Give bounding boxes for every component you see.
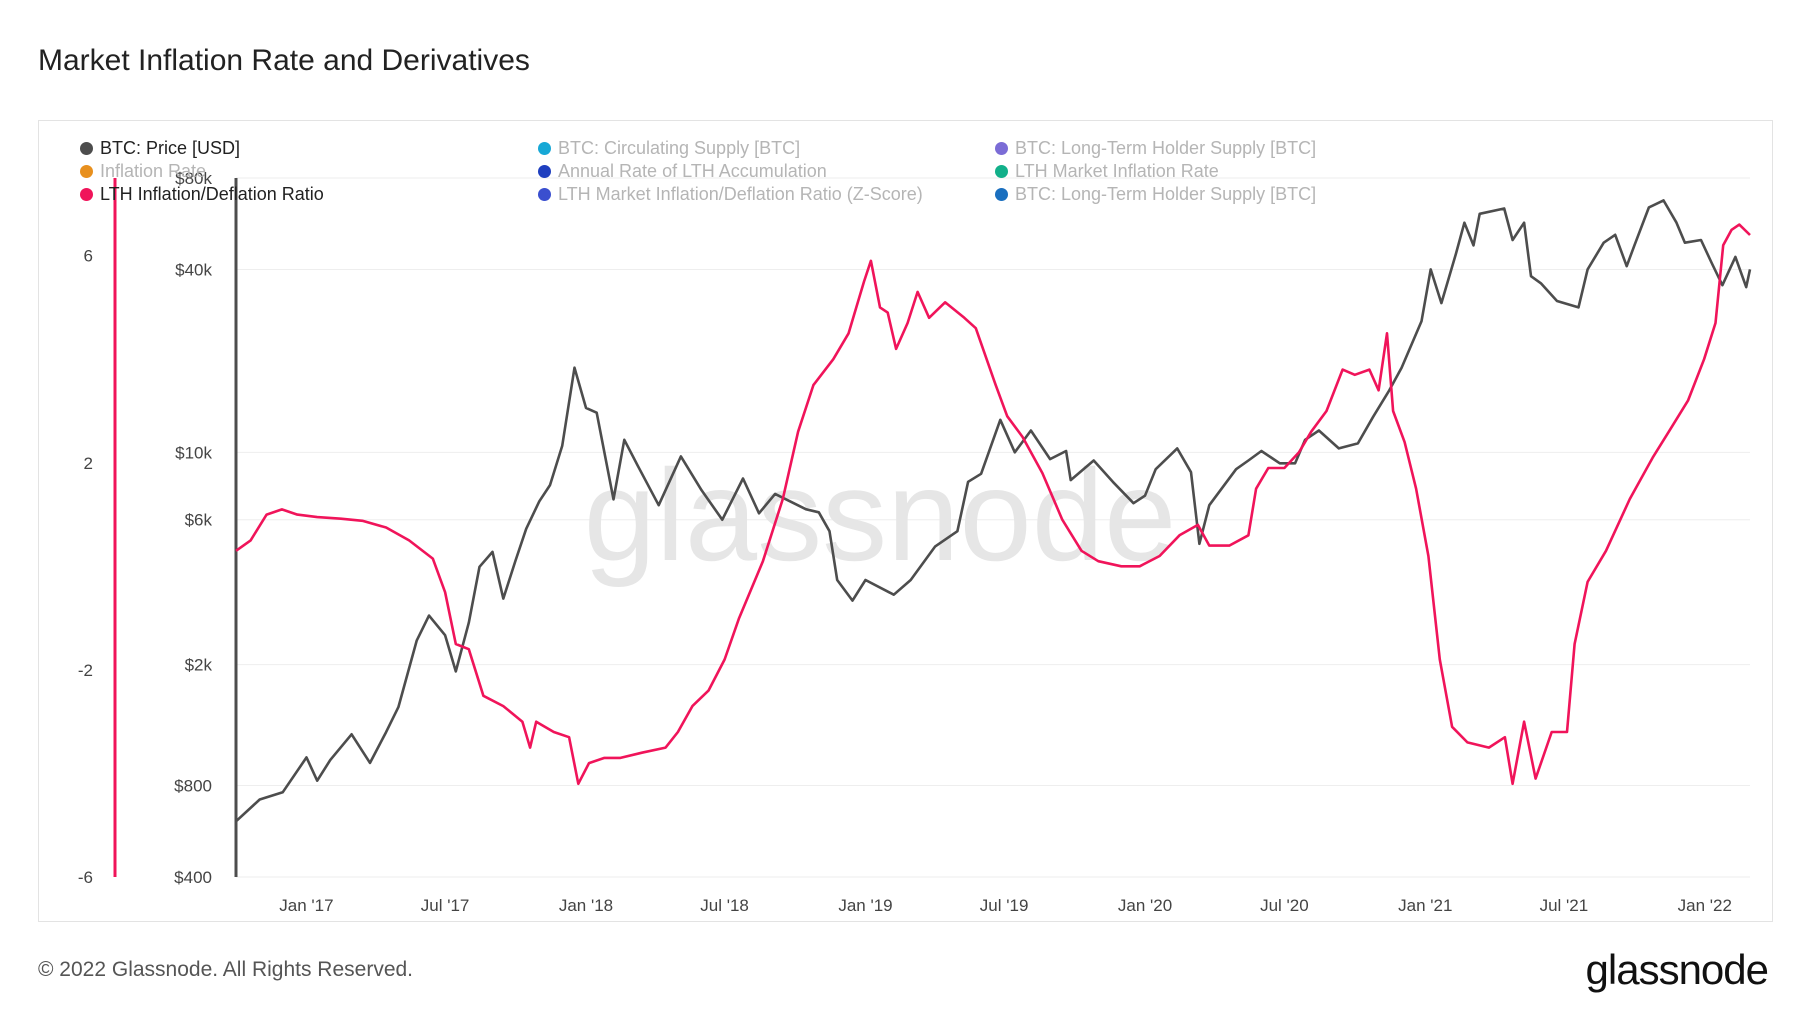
x-axis-tick-label: Jul '20 bbox=[1260, 896, 1309, 915]
right-axis-tick-label: $800 bbox=[174, 777, 212, 796]
legend-dot-icon bbox=[995, 188, 1008, 201]
legend-label: LTH Inflation/Deflation Ratio bbox=[100, 184, 324, 204]
x-axis-tick-label: Jul '17 bbox=[421, 896, 470, 915]
x-axis-tick-label: Jul '19 bbox=[980, 896, 1029, 915]
lth-ratio-line bbox=[235, 223, 1751, 786]
left-axis-tick-label: 6 bbox=[84, 247, 93, 266]
legend-dot-icon bbox=[80, 165, 93, 178]
left-axis-tick-label: -2 bbox=[78, 661, 93, 680]
right-axis-tick-label: $400 bbox=[174, 868, 212, 887]
x-axis-tick-label: Jan '18 bbox=[559, 896, 613, 915]
right-axis-ticks: $80k $40k $10k $6k $2k $800 $400 bbox=[174, 169, 212, 887]
x-axis-tick-label: Jan '20 bbox=[1118, 896, 1172, 915]
legend-item[interactable]: BTC: Price [USD] bbox=[80, 138, 240, 159]
left-axis-tick-label: -6 bbox=[78, 868, 93, 887]
x-axis-tick-label: Jul '18 bbox=[700, 896, 749, 915]
legend-dot-icon bbox=[538, 188, 551, 201]
series-lines bbox=[235, 199, 1752, 823]
left-axis-tick-label: 2 bbox=[84, 454, 93, 473]
copyright-text: © 2022 Glassnode. All Rights Reserved. bbox=[38, 958, 414, 981]
legend-dot-icon bbox=[538, 142, 551, 155]
legend-label: Inflation Rate bbox=[100, 161, 207, 181]
grid-lines bbox=[236, 177, 1750, 878]
legend-item[interactable]: BTC: Circulating Supply [BTC] bbox=[538, 138, 800, 159]
legend-item[interactable]: BTC: Long-Term Holder Supply [BTC] bbox=[995, 138, 1316, 159]
x-axis-tick-label: Jan '19 bbox=[838, 896, 892, 915]
legend-label: BTC: Price [USD] bbox=[100, 138, 241, 158]
right-axis-tick-label: $2k bbox=[185, 656, 213, 675]
legend-item[interactable]: Inflation Rate bbox=[80, 161, 206, 182]
legend-item[interactable]: LTH Inflation/Deflation Ratio bbox=[80, 184, 324, 205]
legend-label: BTC: Circulating Supply [BTC] bbox=[558, 138, 801, 158]
legend-dot-icon bbox=[995, 142, 1008, 155]
right-axis-tick-label: $10k bbox=[175, 443, 212, 462]
chart-title: Market Inflation Rate and Derivatives bbox=[38, 44, 530, 77]
legend-item[interactable]: Annual Rate of LTH Accumulation bbox=[538, 161, 827, 182]
glassnode-logo: glassnode bbox=[1585, 946, 1769, 993]
x-axis-tick-label: Jul '21 bbox=[1540, 896, 1589, 915]
legend-dot-icon bbox=[538, 165, 551, 178]
x-axis-tick-label: Jan '22 bbox=[1678, 896, 1732, 915]
left-axis-ticks: 6 2 -2 -6 bbox=[78, 247, 93, 887]
right-axis-tick-label: $40k bbox=[175, 260, 212, 279]
legend-item[interactable]: LTH Market Inflation/Deflation Ratio (Z-… bbox=[538, 184, 923, 205]
x-axis-tick-label: Jan '17 bbox=[279, 896, 333, 915]
legend-label: LTH Market Inflation/Deflation Ratio (Z-… bbox=[558, 184, 923, 204]
legend-dot-icon bbox=[995, 165, 1008, 178]
x-axis-ticks: Jan '17 Jul '17 Jan '18 Jul '18 Jan '19 Jul '… bbox=[279, 896, 1732, 915]
x-axis-tick-label: Jan '21 bbox=[1398, 896, 1452, 915]
legend-label: BTC: Long-Term Holder Supply [BTC] bbox=[1015, 138, 1317, 158]
watermark-text: glassnode bbox=[584, 442, 1177, 588]
legend-dot-icon bbox=[80, 188, 93, 201]
btc-price-line bbox=[235, 199, 1752, 823]
legend-label: Annual Rate of LTH Accumulation bbox=[558, 161, 827, 181]
legend-label: BTC: Long-Term Holder Supply [BTC] bbox=[1015, 184, 1317, 204]
legend-item[interactable]: BTC: Long-Term Holder Supply [BTC] bbox=[995, 184, 1316, 205]
legend-label: LTH Market Inflation Rate bbox=[1015, 161, 1219, 181]
legend-dot-icon bbox=[80, 142, 93, 155]
right-axis-tick-label: $6k bbox=[185, 511, 213, 530]
legend-item[interactable]: LTH Market Inflation Rate bbox=[995, 161, 1219, 182]
chart-frame bbox=[38, 120, 1773, 922]
right-axis-tick-label: $80k bbox=[175, 169, 212, 188]
